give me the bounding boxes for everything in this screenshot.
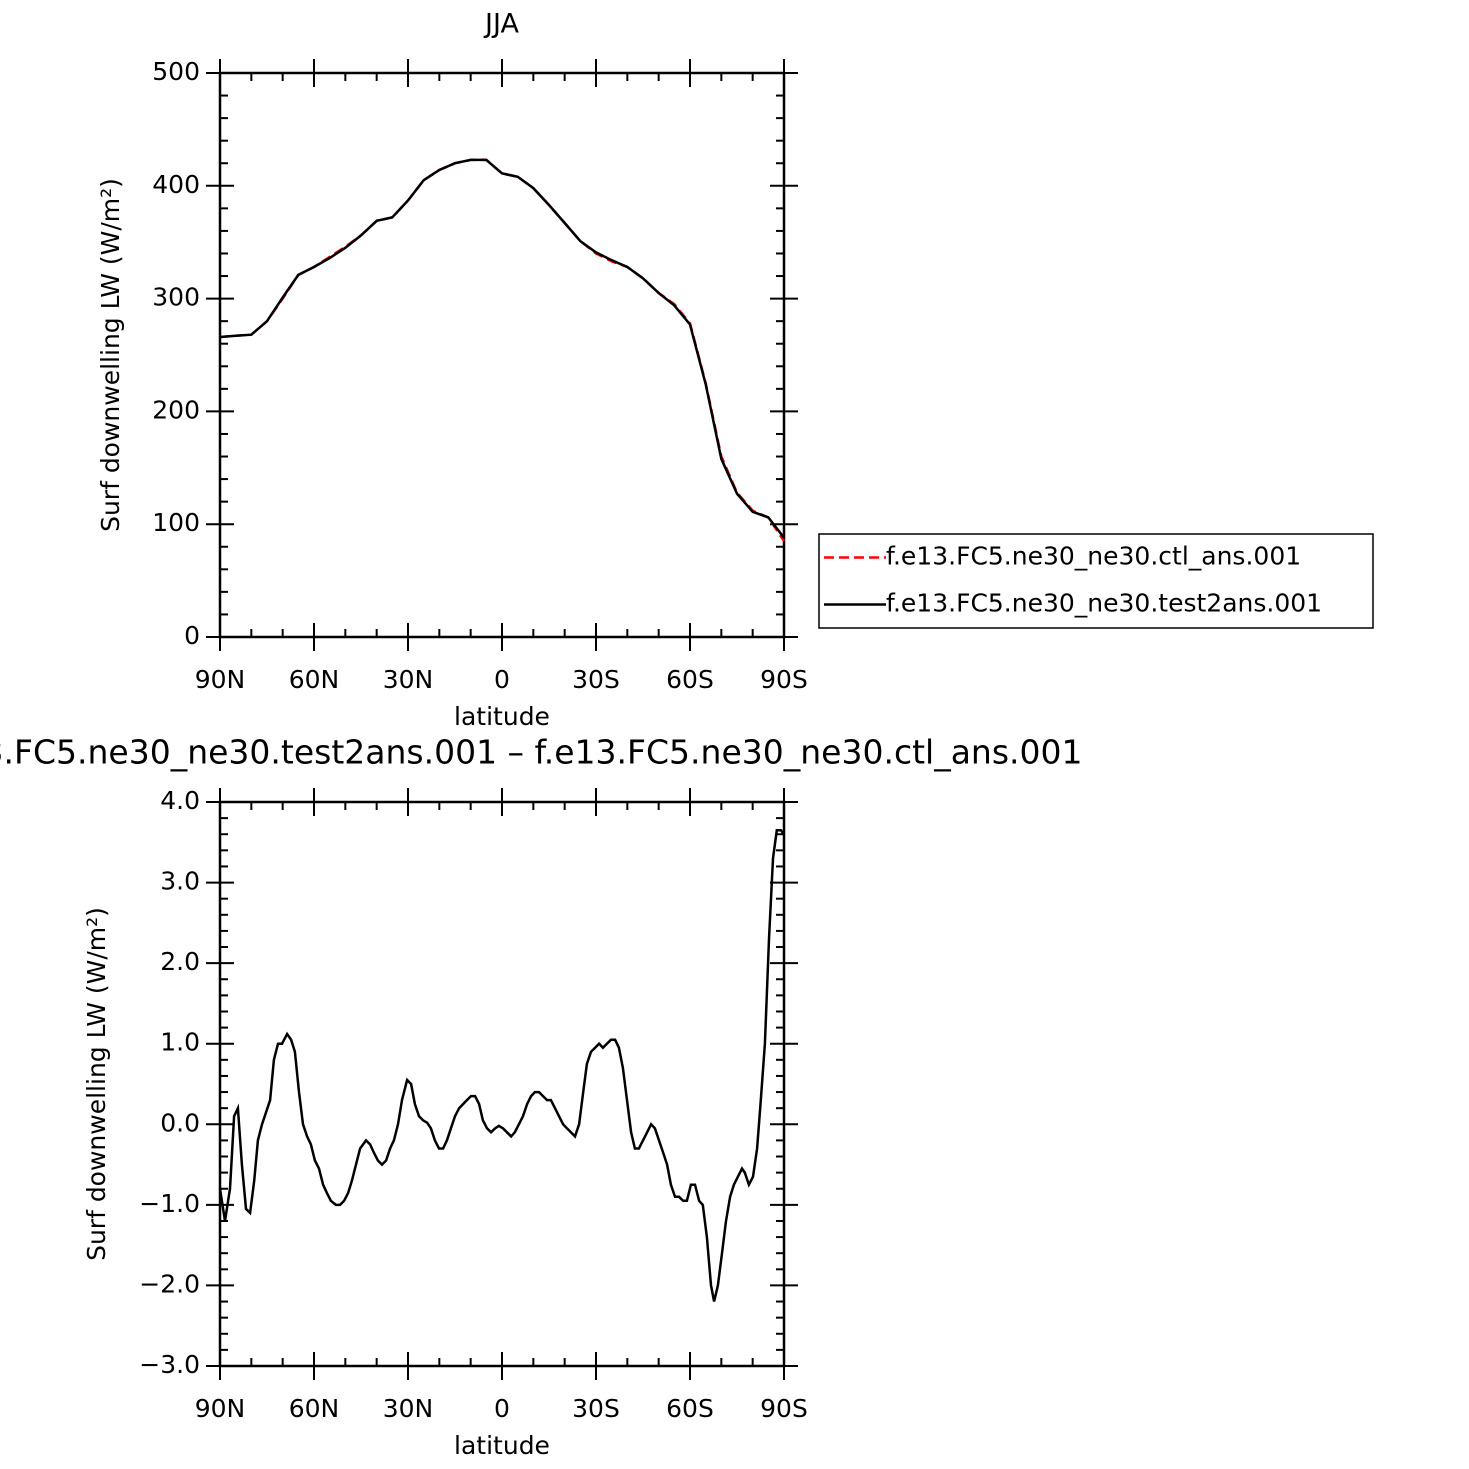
x-tick-label: 30N: [383, 665, 434, 694]
x-axis-label: latitude: [454, 702, 550, 731]
plot-frame: [218, 71, 786, 639]
x-tick-label: 30N: [383, 1394, 434, 1423]
y-axis-label: Surf downwelling LW (W/m²): [96, 178, 125, 532]
x-tick-label: 60N: [289, 1394, 340, 1423]
x-tick-label: 90N: [195, 1394, 246, 1423]
x-tick-label: 30S: [572, 665, 620, 694]
x-axis-label: latitude: [454, 1431, 550, 1460]
y-tick-label: 400: [152, 170, 200, 199]
y-tick-label: −3.0: [139, 1350, 200, 1379]
data-line: [218, 828, 785, 1302]
x-tick-label: 0: [494, 1394, 510, 1423]
legend-box: [818, 533, 1374, 629]
chart-title: f.e13.FC5.ne30_ne30.test2ans.001 – f.e13…: [0, 733, 1083, 772]
data-line: [219, 158, 786, 542]
y-tick-label: 300: [152, 283, 200, 312]
x-tick-label: 30S: [572, 1394, 620, 1423]
y-tick-label: 0.0: [160, 1108, 200, 1137]
y-tick-label: 1.0: [160, 1028, 200, 1057]
y-tick-label: 3.0: [160, 867, 200, 896]
x-tick-label: 0: [494, 665, 510, 694]
y-tick-label: 0: [184, 621, 200, 650]
y-tick-label: 100: [152, 508, 200, 537]
y-tick-label: −1.0: [139, 1189, 200, 1218]
chart-title: JJA: [483, 9, 519, 40]
x-tick-label: 90S: [760, 1394, 808, 1423]
y-axis-label: Surf downwelling LW (W/m²): [82, 907, 111, 1261]
y-tick-label: 2.0: [160, 947, 200, 976]
y-tick-label: 500: [152, 57, 200, 86]
legend-label: f.e13.FC5.ne30_ne30.ctl_ans.001: [886, 542, 1301, 571]
x-tick-label: 90S: [760, 665, 808, 694]
y-tick-label: −2.0: [139, 1269, 200, 1298]
x-tick-label: 60S: [666, 1394, 714, 1423]
y-tick-label: 200: [152, 395, 200, 424]
y-tick-label: 4.0: [160, 786, 200, 815]
x-tick-label: 90N: [195, 665, 246, 694]
x-tick-label: 60N: [289, 665, 340, 694]
legend-label: f.e13.FC5.ne30_ne30.test2ans.001: [886, 589, 1322, 618]
plot-frame: [218, 800, 786, 1368]
data-line: [219, 158, 785, 539]
x-tick-label: 60S: [666, 665, 714, 694]
